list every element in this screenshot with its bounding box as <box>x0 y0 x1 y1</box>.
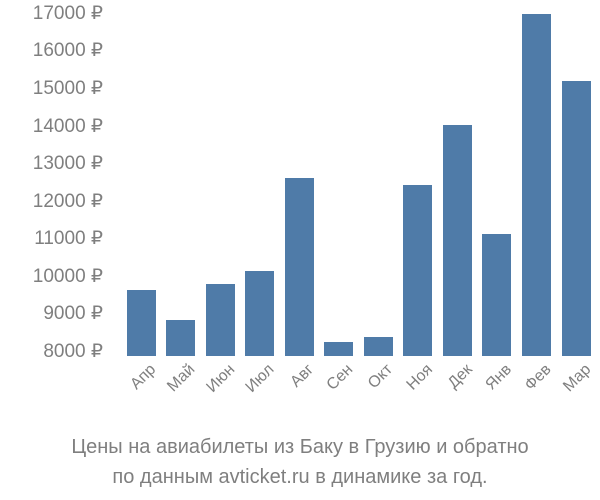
bar-month-4 <box>284 178 314 356</box>
x-tick-label: Ноя <box>403 361 436 394</box>
y-tick-label: 17000 ₽ <box>32 2 103 24</box>
y-tick-label: 12000 ₽ <box>32 190 103 212</box>
bar-month-8 <box>442 125 472 356</box>
bar-month-9 <box>482 233 512 356</box>
y-tick-label: 11000 ₽ <box>34 228 103 250</box>
bar-month-3 <box>245 271 275 356</box>
x-tick-label: Янв <box>482 361 515 394</box>
x-tick-label: Сен <box>324 361 357 394</box>
x-tick-label: Окт <box>365 361 397 393</box>
bar-month-2 <box>205 284 235 356</box>
bar-month-1 <box>166 319 196 356</box>
y-tick-label: 16000 ₽ <box>32 40 103 62</box>
plot-area: 8000 ₽ 9000 ₽ 10000 ₽ 11000 ₽ 12000 ₽ 13000 ₽… <box>0 0 595 430</box>
y-tick-label: 13000 ₽ <box>32 153 103 175</box>
x-tick-label: Фев <box>521 361 555 394</box>
x-tick-label: Дек <box>444 361 476 392</box>
caption-line-2: по данным avticket.ru в динамике за год. <box>112 466 488 488</box>
x-tick-label: Мар <box>559 361 595 396</box>
y-tick-label: 8000 ₽ <box>43 340 103 362</box>
bar-month-6 <box>363 336 393 356</box>
y-axis-labels: 8000 ₽ 9000 ₽ 10000 ₽ 11000 ₽ 12000 ₽ 13000 ₽… <box>0 0 103 430</box>
y-tick-label: 14000 ₽ <box>32 115 103 137</box>
y-tick-label: 9000 ₽ <box>43 303 103 325</box>
caption-line-1: Цены на авиабилеты из Баку в Грузию и об… <box>71 436 529 458</box>
x-tick-label: Апр <box>127 361 160 393</box>
x-tick-label: Июл <box>242 361 278 396</box>
y-tick-label: 10000 ₽ <box>32 265 103 287</box>
y-tick-label: 15000 ₽ <box>32 78 103 100</box>
x-tick-label: Авг <box>287 361 318 391</box>
bar-month-5 <box>324 341 354 356</box>
bar-month-7 <box>403 185 433 356</box>
chart-caption: Цены на авиабилеты из Баку в Грузию и об… <box>0 432 600 492</box>
x-tick-label: Май <box>164 361 199 396</box>
bar-month-0 <box>126 289 156 356</box>
x-tick-label: Июн <box>203 361 239 396</box>
bar-month-10 <box>522 13 551 356</box>
bar-month-11 <box>561 81 591 356</box>
